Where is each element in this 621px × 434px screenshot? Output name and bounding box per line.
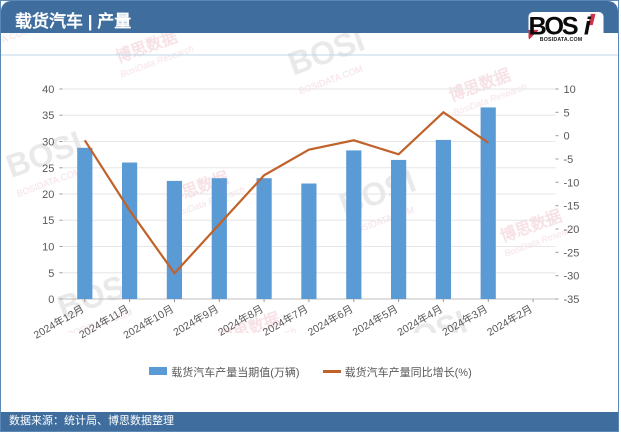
- svg-text:-15: -15: [564, 201, 580, 213]
- svg-text:10: 10: [42, 242, 54, 254]
- svg-text:35: 35: [42, 110, 54, 122]
- svg-text:5: 5: [564, 107, 570, 119]
- svg-text:0: 0: [564, 131, 570, 143]
- svg-text:-35: -35: [564, 294, 580, 306]
- svg-text:-25: -25: [564, 247, 580, 259]
- svg-text:15: 15: [42, 215, 54, 227]
- svg-text:0: 0: [48, 294, 54, 306]
- svg-text:30: 30: [42, 137, 54, 149]
- svg-text:-5: -5: [564, 154, 574, 166]
- svg-text:10: 10: [564, 84, 576, 96]
- svg-text:20: 20: [42, 189, 54, 201]
- svg-text:5: 5: [48, 268, 54, 280]
- svg-text:-10: -10: [564, 177, 580, 189]
- svg-text:40: 40: [42, 84, 54, 96]
- svg-text:-20: -20: [564, 224, 580, 236]
- svg-text:-30: -30: [564, 271, 580, 283]
- svg-text:25: 25: [42, 163, 54, 175]
